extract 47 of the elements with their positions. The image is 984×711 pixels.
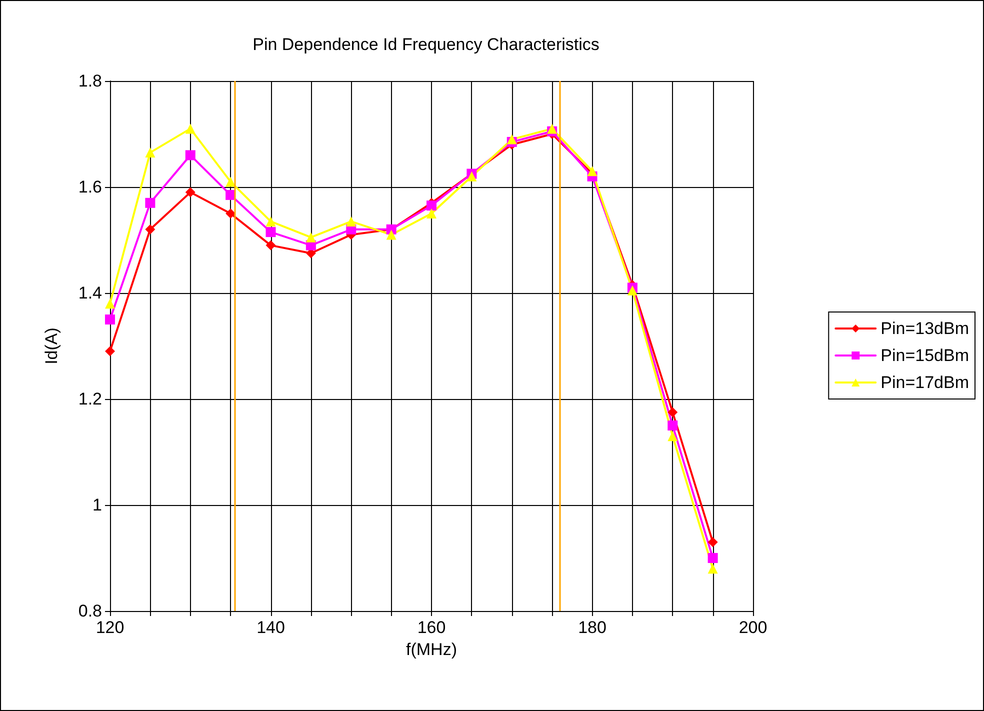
legend-label: Pin=17dBm <box>880 373 970 392</box>
point <box>466 171 477 182</box>
point <box>708 553 718 563</box>
point <box>145 198 156 208</box>
point <box>306 232 316 242</box>
point <box>426 208 436 218</box>
y-tick-label: 1.2 <box>78 390 102 408</box>
y-tick-label: 1.8 <box>78 72 102 90</box>
x-tick-label: 200 <box>738 618 768 637</box>
point <box>185 150 196 160</box>
y-tick-label: 0.8 <box>78 602 102 620</box>
point <box>708 537 718 548</box>
y-tick-label: 1.6 <box>78 178 102 196</box>
point <box>668 431 678 442</box>
y-tick-label: 1 <box>92 496 102 514</box>
point <box>226 208 236 218</box>
point <box>145 224 156 234</box>
point <box>226 176 236 187</box>
x-tick-label: 140 <box>256 618 285 637</box>
point <box>506 134 517 144</box>
legend-label: Pin=13dBm <box>880 319 970 338</box>
y-tick-label: 1.4 <box>78 284 102 302</box>
point <box>627 285 638 296</box>
point <box>426 200 436 211</box>
point <box>145 148 156 158</box>
point <box>105 346 115 356</box>
point <box>185 187 196 198</box>
point <box>185 124 196 134</box>
chart-title: Pin Dependence Id Frequency Characteristics <box>252 35 600 54</box>
point <box>266 240 276 250</box>
point <box>668 407 678 418</box>
x-tick-label: 180 <box>578 618 606 637</box>
point <box>266 216 276 226</box>
point <box>668 420 678 430</box>
point <box>226 190 236 200</box>
x-axis-title: f(MHz) <box>406 640 457 659</box>
point <box>266 227 276 238</box>
point <box>105 314 115 324</box>
y-axis-title: Id(A) <box>42 328 61 364</box>
point <box>105 298 115 309</box>
point <box>708 564 718 574</box>
x-tick-label: 160 <box>417 618 446 637</box>
legend-label: Pin=15dBm <box>880 346 970 365</box>
point <box>587 166 598 176</box>
x-tick-label: 120 <box>96 618 124 637</box>
point <box>386 230 396 240</box>
point <box>346 216 356 226</box>
